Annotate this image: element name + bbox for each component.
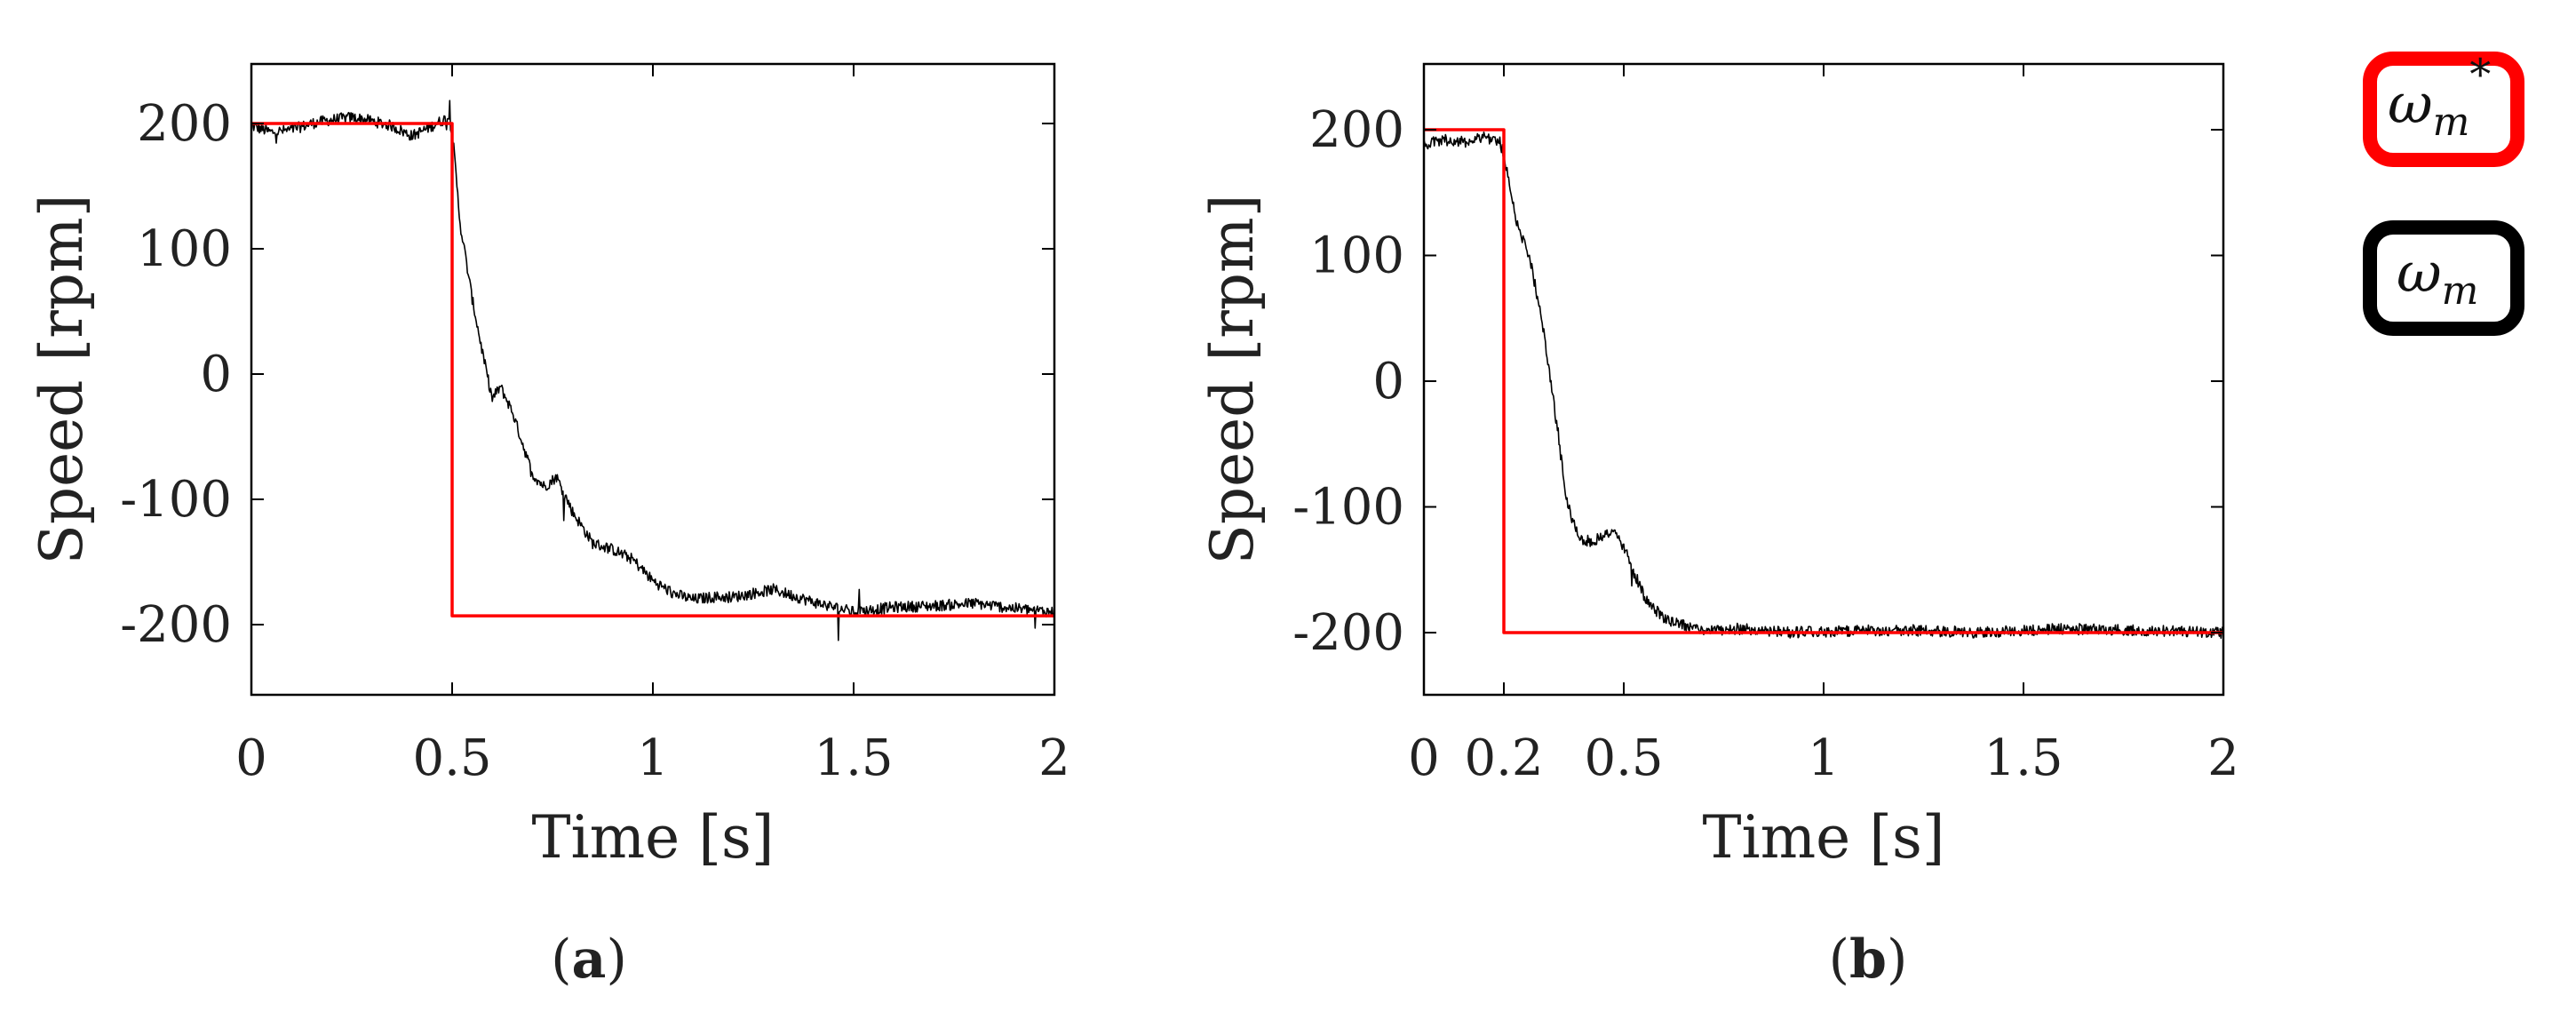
series-reference-line-a (251, 122, 1054, 618)
caption-a: (a) (551, 928, 627, 991)
y-tick-label-b: 0 (1372, 353, 1404, 410)
x-tick-label-b: 1.5 (1984, 729, 2063, 787)
y-axis-label-b: Speed [rpm] (1198, 195, 1267, 565)
x-tick-label-b: 0.5 (1584, 729, 1663, 787)
x-tick-label-a: 2 (1038, 729, 1070, 787)
chart-panel-a: 0 0.5 1 1.5 2 200 100 0 -100 -200 Time [s] Speed … (28, 62, 1070, 991)
axes-frame-b (1422, 62, 2225, 697)
legend: ωm* ωm (2363, 50, 2524, 336)
y-tick-label-b: -100 (1292, 479, 1404, 537)
x-axis-label-a: Time [s] (531, 803, 774, 872)
y-tick-label-a: -100 (120, 471, 232, 529)
y-tick-label-a: 0 (200, 346, 232, 403)
plot-area-a (250, 100, 1055, 641)
caption-letter-a: a (572, 928, 607, 991)
caption-b: (b) (1829, 928, 1908, 991)
y-tick-label-a: 200 (137, 95, 232, 153)
series-measured-line-b (1423, 131, 2224, 640)
y-tick-label-a: -200 (120, 596, 232, 654)
ticks-a: 0 0.5 1 1.5 2 200 100 0 -100 -200 (120, 64, 1070, 787)
x-tick-label-b: 2 (2207, 729, 2239, 787)
x-axis-label-b: Time [s] (1702, 803, 1944, 872)
legend-item-measured: ωm (2363, 220, 2524, 336)
y-axis-label-a: Speed [rpm] (28, 195, 96, 565)
legend-box-reference (2363, 52, 2524, 167)
series-reference-line-b (1424, 128, 2223, 634)
x-tick-label-a: 0.5 (412, 729, 491, 787)
x-tick-label-b: 0 (1408, 729, 1440, 787)
plot-area-b (1423, 128, 2224, 640)
caption-letter-b: b (1849, 928, 1887, 991)
x-tick-label-b: 0.2 (1464, 729, 1543, 787)
x-tick-label-a: 1 (637, 729, 669, 787)
legend-label-measured: ωm (2397, 240, 2478, 314)
axes-frame-a (250, 62, 1056, 697)
y-tick-label-b: 200 (1309, 101, 1404, 159)
y-tick-label-b: -200 (1292, 604, 1404, 662)
legend-item-reference: ωm* (2363, 50, 2524, 167)
x-tick-label-a: 1.5 (814, 729, 893, 787)
ticks-b: 0 0.2 0.5 1 1.5 2 200 100 0 -100 -200 (1292, 64, 2239, 787)
y-tick-label-a: 100 (137, 220, 232, 278)
legend-box-measured (2363, 220, 2524, 336)
legend-label-reference: ωm* (2388, 50, 2491, 145)
y-tick-label-b: 100 (1309, 227, 1404, 285)
series-measured-line-a (250, 100, 1055, 641)
x-tick-label-a: 0 (235, 729, 267, 787)
x-tick-label-b: 1 (1808, 729, 1840, 787)
chart-panel-b: 0 0.2 0.5 1 1.5 2 200 100 0 -100 -200 Time [s] Spe… (1198, 62, 2239, 991)
